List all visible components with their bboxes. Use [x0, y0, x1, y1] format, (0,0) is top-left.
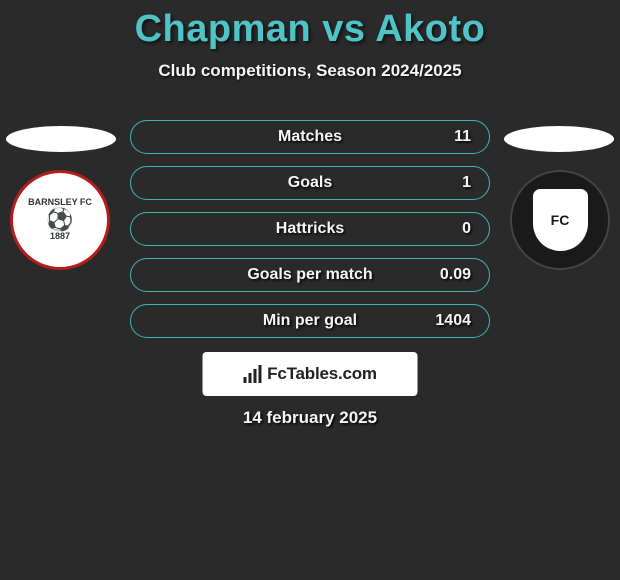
stat-row: . Matches 11 [130, 120, 490, 154]
brand-bars-icon [243, 365, 261, 383]
player-right-ellipse [504, 126, 614, 152]
subtitle: Club competitions, Season 2024/2025 [0, 61, 620, 81]
stat-label: Goals per match [247, 266, 372, 284]
stat-label: Min per goal [263, 312, 357, 330]
stats-container: . Matches 11 . Goals 1 . Hattricks 0 . G… [130, 120, 490, 350]
stat-value-right: 11 [454, 128, 471, 146]
crest-left-text: BARNSLEY FC ⚽ 1887 [28, 198, 92, 242]
stat-value-right: 1 [462, 174, 471, 192]
club-crest-left: BARNSLEY FC ⚽ 1887 [10, 170, 110, 270]
stat-value-right: 0 [462, 220, 471, 238]
crest-left-line2: 1887 [28, 232, 92, 242]
stat-label: Goals [288, 174, 332, 192]
player-left-ellipse [6, 126, 116, 152]
brand-badge: FcTables.com [203, 352, 418, 396]
brand-text: FcTables.com [267, 364, 377, 384]
stat-value-right: 1404 [435, 312, 471, 330]
crest-right-shield: FC [533, 189, 588, 251]
stat-row: . Hattricks 0 [130, 212, 490, 246]
stat-label: Matches [278, 128, 342, 146]
stat-row: . Goals per match 0.09 [130, 258, 490, 292]
stat-row: . Goals 1 [130, 166, 490, 200]
stat-row: . Min per goal 1404 [130, 304, 490, 338]
club-crest-right: FC [510, 170, 610, 270]
page-title: Chapman vs Akoto [0, 0, 620, 51]
stat-value-right: 0.09 [440, 266, 471, 284]
date-text: 14 february 2025 [0, 408, 620, 428]
stat-label: Hattricks [276, 220, 344, 238]
